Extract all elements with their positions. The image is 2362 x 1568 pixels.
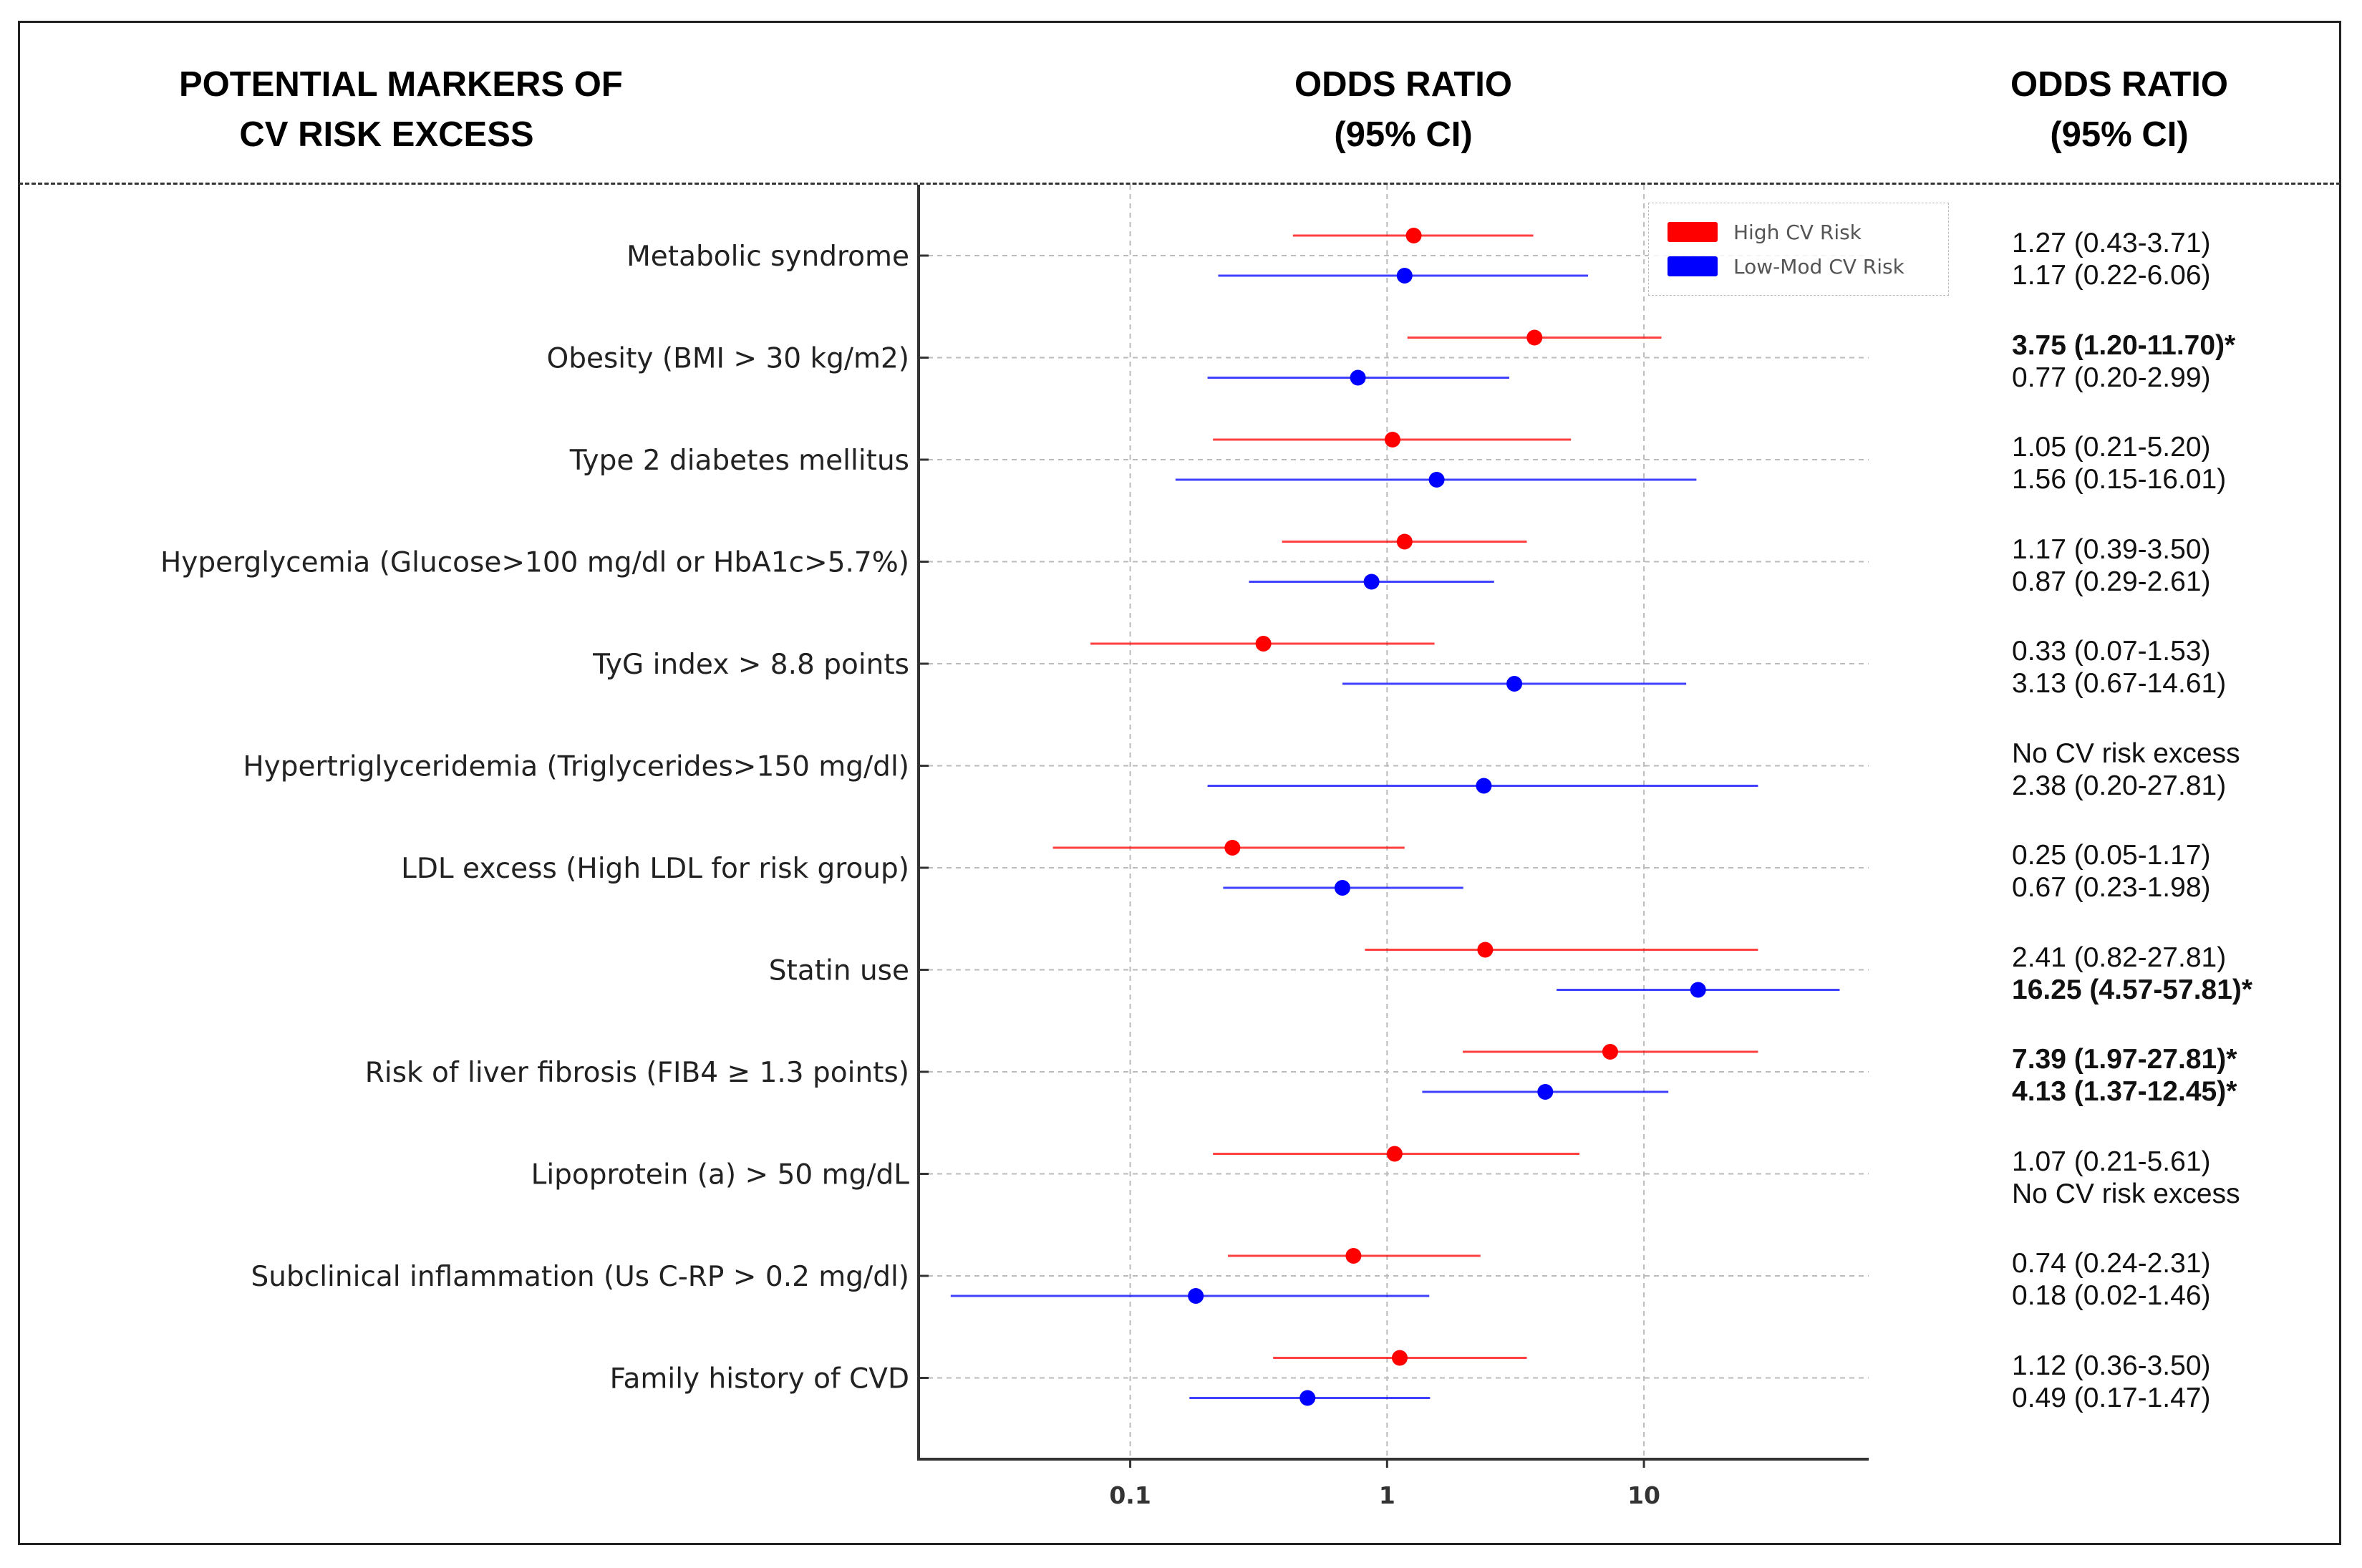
or-point-low [1363,574,1380,590]
figure-frame [18,21,2341,1545]
odds-ratio-value-low: 0.77 (0.20-2.99) [2012,362,2211,393]
odds-ratio-value-high: No CV risk excess [2012,737,2240,769]
odds-ratio-value-high: 7.39 (1.97-27.81)* [2012,1044,2237,1075]
or-point-low [1537,1084,1554,1100]
or-point-low [1690,982,1706,998]
header-or-center-line1: ODDS RATIO [1294,65,1512,104]
or-point-high [1396,533,1413,550]
category-label: Hypertriglyceridemia (Triglycerides>150 … [243,751,909,783]
legend-swatch-high [1668,222,1718,242]
or-point-high [1405,228,1422,243]
or-point-low [1334,880,1350,896]
legend-label-high: High CV Risk [1733,220,1862,244]
odds-ratio-value-high: 0.25 (0.05-1.17) [2012,840,2211,871]
x-tick-label: 0.1 [1109,1481,1151,1509]
category-label: LDL excess (High LDL for risk group) [401,853,909,885]
odds-ratio-value-high: 1.12 (0.36-3.50) [2012,1350,2211,1381]
odds-ratio-value-low: 2.38 (0.20-27.81) [2012,770,2227,801]
category-label: Metabolic syndrome [626,241,909,273]
legend-item-low: Low-Mod CV Risk [1668,252,1904,281]
or-point-high [1526,329,1543,346]
or-point-low [1476,778,1492,794]
or-point-low [1428,472,1445,488]
odds-ratio-value-low: 4.13 (1.37-12.45)* [2012,1076,2237,1107]
odds-ratio-value-high: 0.33 (0.07-1.53) [2012,636,2211,667]
header-odds-ratio-center: ODDS RATIO (95% CI) [1189,59,1618,160]
or-point-low [1396,268,1413,284]
category-label: Family history of CVD [610,1363,909,1395]
header-or-right-line2: (95% CI) [2050,115,2189,154]
x-tick-label: 10 [1627,1481,1660,1509]
or-point-low [1506,676,1523,692]
or-point-high [1477,942,1494,958]
odds-ratio-value-high: 1.27 (0.43-3.71) [2012,228,2211,258]
or-point-high [1255,636,1272,652]
category-label: Hyperglycemia (Glucose>100 mg/dl or HbA1… [160,547,909,579]
category-label: Statin use [769,955,909,987]
header-divider [19,183,2341,185]
header-or-right-line1: ODDS RATIO [2010,65,2228,104]
odds-ratio-value-high: 1.17 (0.39-3.50) [2012,533,2211,565]
category-label: Risk of liver fibrosis (FIB4 ≥ 1.3 point… [365,1057,909,1089]
category-label: TyG index > 8.8 points [592,649,909,681]
odds-ratio-value-low: 16.25 (4.57-57.81)* [2012,974,2253,1005]
odds-ratio-value-low: 1.17 (0.22-6.06) [2012,260,2211,291]
odds-ratio-value-low: 0.49 (0.17-1.47) [2012,1382,2211,1413]
odds-ratio-value-low: 3.13 (0.67-14.61) [2012,668,2227,699]
category-label: Type 2 diabetes mellitus [569,445,909,477]
or-point-high [1386,1146,1403,1162]
odds-ratio-value-high: 1.07 (0.21-5.61) [2012,1146,2211,1177]
legend-swatch-low [1668,256,1718,276]
x-tick-label: 1 [1379,1481,1395,1509]
category-label: Lipoprotein (a) > 50 mg/dL [531,1159,910,1191]
header-odds-ratio-right: ODDS RATIO (95% CI) [1919,59,2320,160]
odds-ratio-value-low: 0.67 (0.23-1.98) [2012,872,2211,903]
odds-ratio-value-low: 0.18 (0.02-1.46) [2012,1280,2211,1311]
legend-label-low: Low-Mod CV Risk [1733,254,1904,279]
legend: High CV Risk Low-Mod CV Risk [1648,203,1949,296]
legend-item-high: High CV Risk [1668,218,1862,246]
header-or-center-line2: (95% CI) [1334,115,1473,154]
or-point-low [1350,369,1366,386]
odds-ratio-value-low: 0.87 (0.29-2.61) [2012,566,2211,597]
or-point-high [1345,1248,1362,1264]
odds-ratio-value-high: 1.05 (0.21-5.20) [2012,432,2211,463]
odds-ratio-column: 1.27 (0.43-3.71) 1.17 (0.22-6.06) 3.75 (1.… [2012,0,2348,1568]
odds-ratio-value-high: 2.41 (0.82-27.81) [2012,942,2227,973]
odds-ratio-value-low: No CV risk excess [2012,1178,2240,1209]
or-point-low [1299,1390,1316,1406]
or-point-low [1188,1288,1204,1304]
or-point-high [1391,1350,1408,1366]
odds-ratio-value-high: 0.74 (0.24-2.31) [2012,1248,2211,1279]
odds-ratio-value-high: 3.75 (1.20-11.70)* [2012,329,2236,361]
odds-ratio-value-low: 1.56 (0.15-16.01) [2012,464,2227,495]
header-markers-line1: POTENTIAL MARKERS OF [179,65,623,104]
or-point-high [1602,1044,1618,1060]
header-markers-line2: CV RISK EXCESS [239,115,534,154]
header-markers: POTENTIAL MARKERS OF CV RISK EXCESS [179,59,623,160]
category-label: Subclinical inflammation (Us C-RP > 0.2 … [251,1261,909,1293]
or-point-high [1384,432,1400,447]
or-point-high [1224,840,1241,856]
category-label: Obesity (BMI > 30 kg/m2) [547,343,910,375]
